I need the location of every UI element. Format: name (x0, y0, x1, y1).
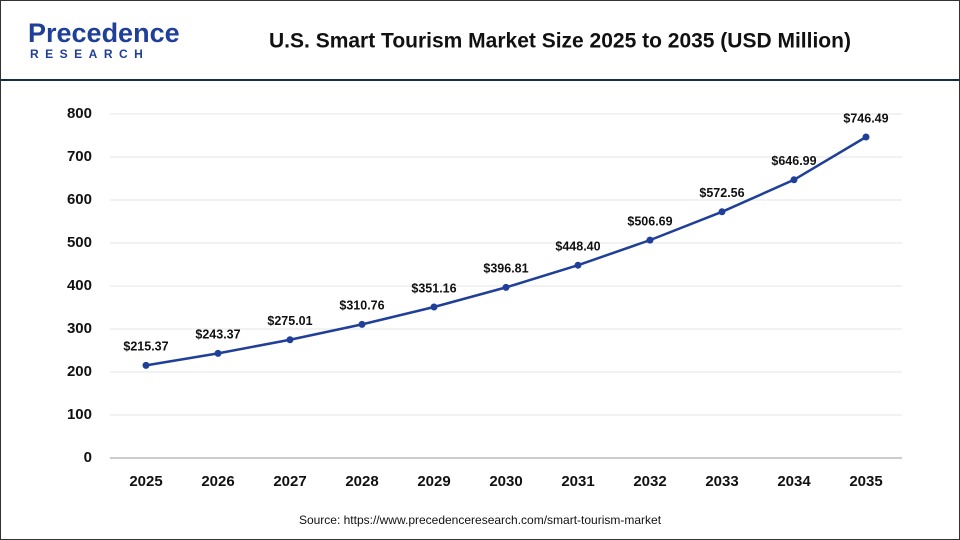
value-label: $275.01 (267, 314, 312, 328)
x-tick-label: 2031 (561, 473, 594, 490)
y-tick-label: 400 (67, 277, 92, 294)
value-label: $351.16 (411, 281, 456, 295)
x-tick-label: 2033 (705, 473, 738, 490)
point (502, 283, 510, 291)
point (574, 261, 582, 269)
point (142, 361, 150, 369)
point (646, 236, 654, 244)
value-label: $746.49 (843, 111, 888, 125)
value-label: $506.69 (627, 214, 672, 228)
y-tick-label: 100 (67, 406, 92, 423)
point (358, 320, 366, 328)
value-label: $448.40 (555, 239, 600, 253)
x-tick-label: 2034 (777, 473, 811, 490)
point (862, 133, 870, 141)
x-tick-label: 2035 (849, 473, 882, 490)
x-tick-label: 2025 (129, 473, 162, 490)
value-label: $572.56 (699, 186, 744, 200)
y-tick-label: 300 (67, 320, 92, 337)
x-tick-label: 2030 (489, 473, 522, 490)
x-tick-label: 2032 (633, 473, 666, 490)
y-tick-label: 800 (67, 105, 92, 122)
value-label: $215.37 (123, 340, 168, 354)
y-tick-label: 600 (67, 191, 92, 208)
y-tick-label: 200 (67, 363, 92, 380)
value-label: $396.81 (483, 262, 528, 276)
point (214, 349, 222, 357)
point (718, 208, 726, 216)
chart-title: U.S. Smart Tourism Market Size 2025 to 2… (269, 30, 851, 53)
x-tick-label: 2028 (345, 473, 378, 490)
x-tick-label: 2027 (273, 473, 306, 490)
x-tick-label: 2029 (417, 473, 450, 490)
value-label: $646.99 (771, 154, 816, 168)
logo-name: Precedence (28, 18, 180, 48)
x-tick-label: 2026 (201, 473, 234, 490)
point (430, 303, 438, 311)
point (286, 336, 294, 344)
y-tick-label: 0 (84, 449, 92, 466)
value-label: $310.76 (339, 299, 384, 313)
value-label: $243.37 (195, 328, 240, 342)
logo-tagline: RESEARCH (30, 47, 149, 61)
source: Source: https://www.precedenceresearch.c… (299, 513, 662, 527)
y-tick-label: 700 (67, 148, 92, 165)
y-tick-label: 500 (67, 234, 92, 251)
point (790, 176, 798, 184)
